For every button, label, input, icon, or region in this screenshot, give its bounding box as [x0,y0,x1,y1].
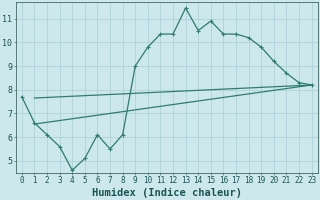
X-axis label: Humidex (Indice chaleur): Humidex (Indice chaleur) [92,188,242,198]
